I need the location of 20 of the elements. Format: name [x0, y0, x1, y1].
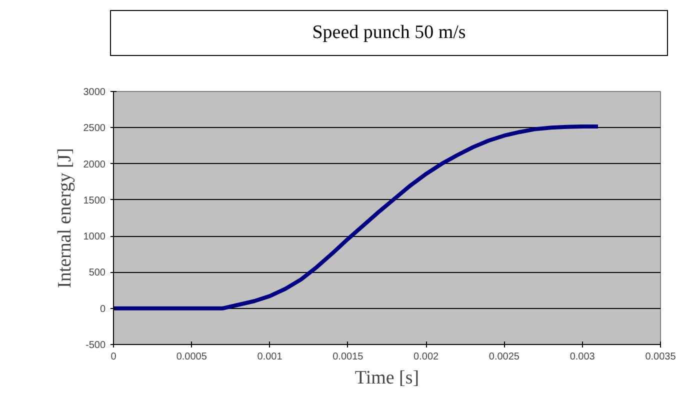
x-tick-label: 0.0005 — [176, 352, 208, 362]
x-tick-label: 0.001 — [257, 352, 283, 362]
x-tick-label: 0.0035 — [645, 352, 676, 362]
y-tick-label: 2000 — [83, 159, 106, 170]
x-tick-label: 0.0025 — [488, 352, 520, 362]
x-tick-label: 0.0015 — [332, 352, 364, 362]
x-tick-label: 0.003 — [570, 352, 596, 362]
y-tick-label: 1000 — [83, 232, 106, 243]
y-axis-title: Internal energy [J] — [54, 148, 76, 288]
y-tick-label: -500 — [85, 340, 106, 351]
y-tick-label: 3000 — [83, 87, 106, 98]
x-axis-title: Time [s] — [354, 368, 420, 388]
y-tick-label: 2500 — [83, 123, 106, 134]
y-tick-label: 1500 — [83, 195, 106, 206]
x-tick-label: 0 — [110, 352, 117, 362]
y-tick-label: 500 — [88, 268, 106, 279]
line-series — [114, 124, 600, 310]
chart-title: Speed punch 50 m/s — [110, 10, 668, 56]
y-tick-label: 0 — [100, 304, 106, 315]
x-tick-label: 0.002 — [414, 352, 440, 362]
